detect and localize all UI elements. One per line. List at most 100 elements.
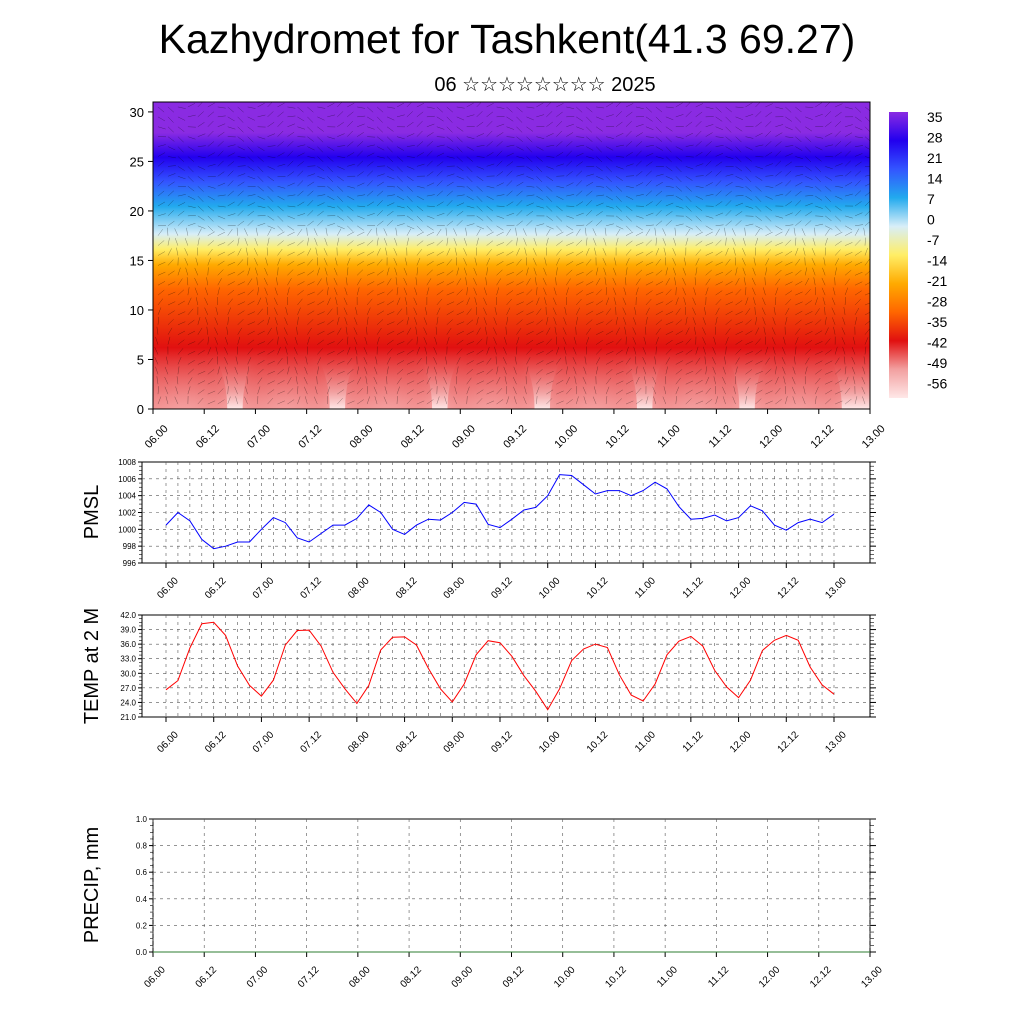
x-tick-label: 10.12 [585, 575, 611, 601]
wind-barb [494, 307, 497, 315]
wind-barb [553, 317, 557, 325]
wind-barb [585, 237, 588, 246]
y-tick-label: 998 [123, 542, 137, 551]
wind-barb [864, 302, 870, 306]
wind-barb [374, 366, 378, 375]
y-tick-label: 0.4 [136, 895, 148, 904]
wind-barb [765, 258, 770, 266]
wind-barb [386, 267, 390, 276]
wind-barb [436, 396, 440, 405]
wind-barb [725, 106, 732, 113]
colorbar-label: -28 [927, 294, 947, 310]
wind-barb [327, 195, 335, 201]
wind-barb [556, 152, 564, 157]
wind-barb [835, 195, 843, 200]
wind-barb [602, 258, 607, 266]
wind-barb [795, 190, 802, 197]
wind-barb [476, 145, 485, 147]
wind-barb [775, 366, 777, 375]
wind-barb [416, 240, 424, 246]
wind-barb [844, 297, 846, 306]
wind-barb [357, 242, 365, 246]
wind-barb [576, 228, 581, 236]
wind-barb [287, 251, 295, 256]
wind-barb [466, 205, 475, 209]
wind-barb [446, 310, 454, 316]
wind-barb [546, 237, 549, 246]
wind-barb [844, 160, 851, 167]
wind-barb [257, 360, 265, 365]
wind-barb [347, 141, 354, 147]
wind-barb [685, 156, 694, 158]
wind-barb [195, 297, 199, 306]
wind-barb [476, 111, 483, 117]
wind-barb [226, 326, 228, 335]
wind-barb [606, 136, 614, 139]
wind-barb [466, 114, 475, 118]
wind-barb [585, 346, 587, 355]
wind-barb [526, 156, 533, 163]
wind-barb [157, 316, 160, 325]
wind-barb [347, 152, 355, 157]
wind-barb [297, 386, 299, 395]
wind-barb [785, 224, 794, 226]
wind-barb [645, 261, 654, 266]
x-tick-label: 08.12 [394, 575, 420, 601]
wind-barb [436, 228, 442, 236]
wind-barb [307, 237, 309, 246]
wind-barb [247, 126, 255, 132]
wind-barb [526, 136, 533, 143]
wind-barb [596, 156, 603, 163]
wind-barb [595, 146, 602, 153]
x-tick-label: 10.12 [603, 964, 629, 990]
wind-barb [504, 376, 507, 385]
wind-barb [197, 317, 201, 325]
wind-barb [466, 176, 473, 183]
wind-barb [715, 201, 723, 207]
wind-barb [745, 205, 754, 209]
wind-barb [745, 330, 753, 335]
wind-barb [496, 399, 504, 405]
wind-barb [456, 116, 465, 121]
y-tick-label: 10 [130, 303, 144, 318]
wind-barb [516, 248, 520, 256]
wind-barb [614, 257, 617, 266]
wind-barb [347, 195, 355, 201]
wind-barb [516, 237, 518, 246]
wind-barb [864, 221, 870, 226]
wind-barb [546, 133, 554, 137]
wind-barb [317, 321, 325, 326]
wind-barb [287, 269, 294, 276]
wind-barb [167, 165, 176, 167]
wind-barb [436, 201, 444, 207]
wind-barb [277, 369, 284, 375]
wind-barb [347, 249, 353, 256]
wind-barb [864, 320, 870, 325]
wind-barb [483, 317, 487, 325]
wind-barb [376, 336, 380, 345]
wind-barb [685, 360, 694, 365]
wind-barb [157, 170, 164, 177]
wind-barb [226, 376, 228, 385]
wind-barb [795, 270, 802, 276]
wind-barb [396, 186, 404, 192]
wind-barb [363, 347, 368, 355]
wind-barb [406, 156, 415, 158]
wind-barb [177, 176, 186, 180]
wind-barb [217, 140, 224, 147]
warm-surface-spot [754, 334, 842, 409]
wind-barb [187, 330, 196, 335]
wind-barb [444, 396, 447, 405]
wind-barb [357, 205, 366, 208]
wind-barb [705, 231, 713, 236]
wind-barb [367, 213, 375, 217]
wind-barb [755, 176, 763, 181]
wind-barb [446, 220, 454, 226]
wind-barb [404, 297, 408, 306]
wind-barb [366, 307, 371, 316]
wind-barb [635, 252, 644, 256]
wind-barb [357, 269, 364, 276]
wind-barb [297, 201, 305, 207]
wind-barb [287, 141, 294, 147]
wind-barb [715, 228, 720, 236]
